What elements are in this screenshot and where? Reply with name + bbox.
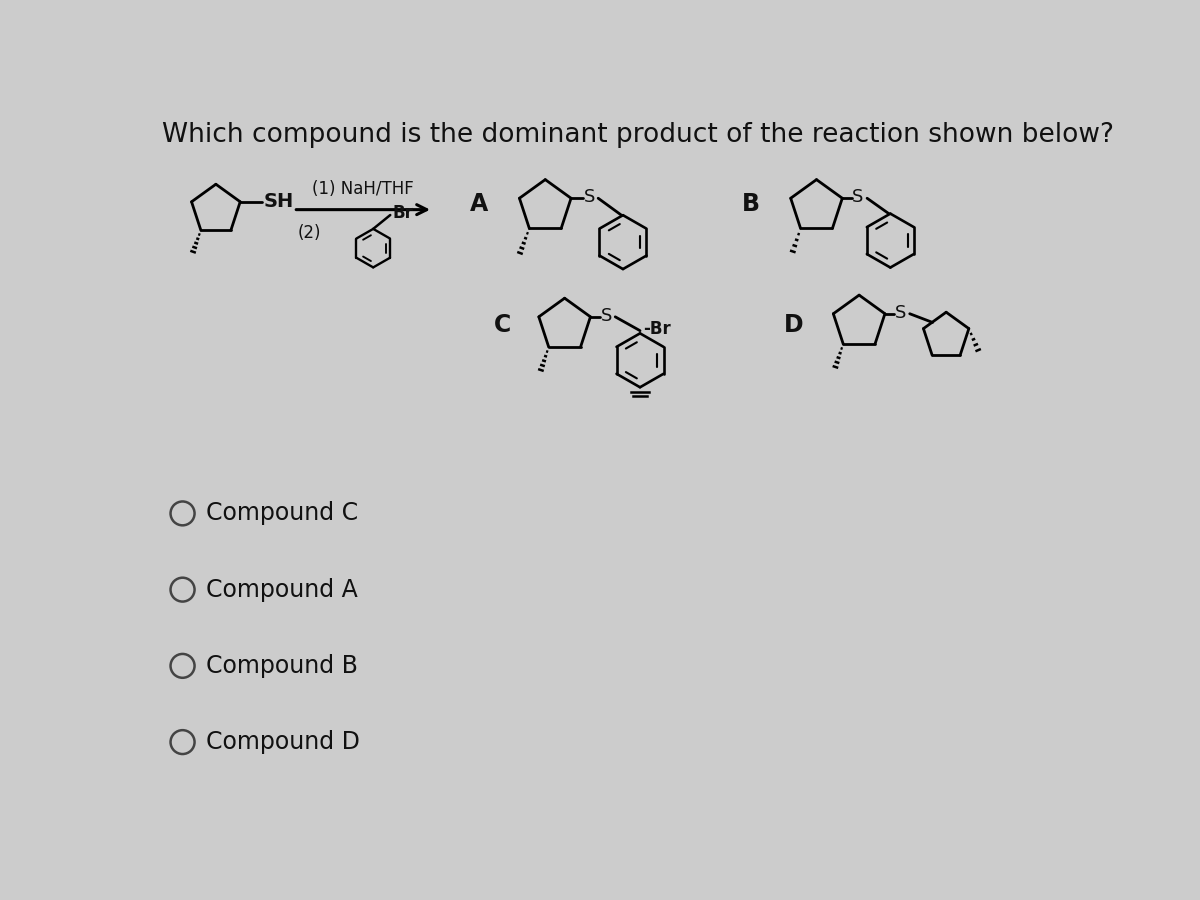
Text: (2): (2): [298, 223, 320, 241]
Text: Compound A: Compound A: [206, 578, 358, 601]
Text: B: B: [742, 193, 760, 216]
Text: S: S: [852, 188, 864, 206]
Text: S: S: [583, 188, 595, 206]
Text: Compound C: Compound C: [206, 501, 358, 526]
Text: Br: Br: [392, 204, 414, 222]
Text: Compound D: Compound D: [206, 730, 360, 754]
Text: C: C: [494, 313, 511, 338]
Text: S: S: [895, 304, 906, 322]
Text: Which compound is the dominant product of the reaction shown below?: Which compound is the dominant product o…: [162, 122, 1114, 148]
Text: D: D: [784, 313, 803, 338]
Text: (1) NaH/THF: (1) NaH/THF: [312, 180, 414, 198]
Text: SH: SH: [264, 193, 294, 212]
Text: Compound B: Compound B: [206, 654, 358, 678]
Text: -Br: -Br: [643, 320, 671, 338]
Text: A: A: [470, 193, 488, 216]
Text: S: S: [600, 307, 612, 325]
